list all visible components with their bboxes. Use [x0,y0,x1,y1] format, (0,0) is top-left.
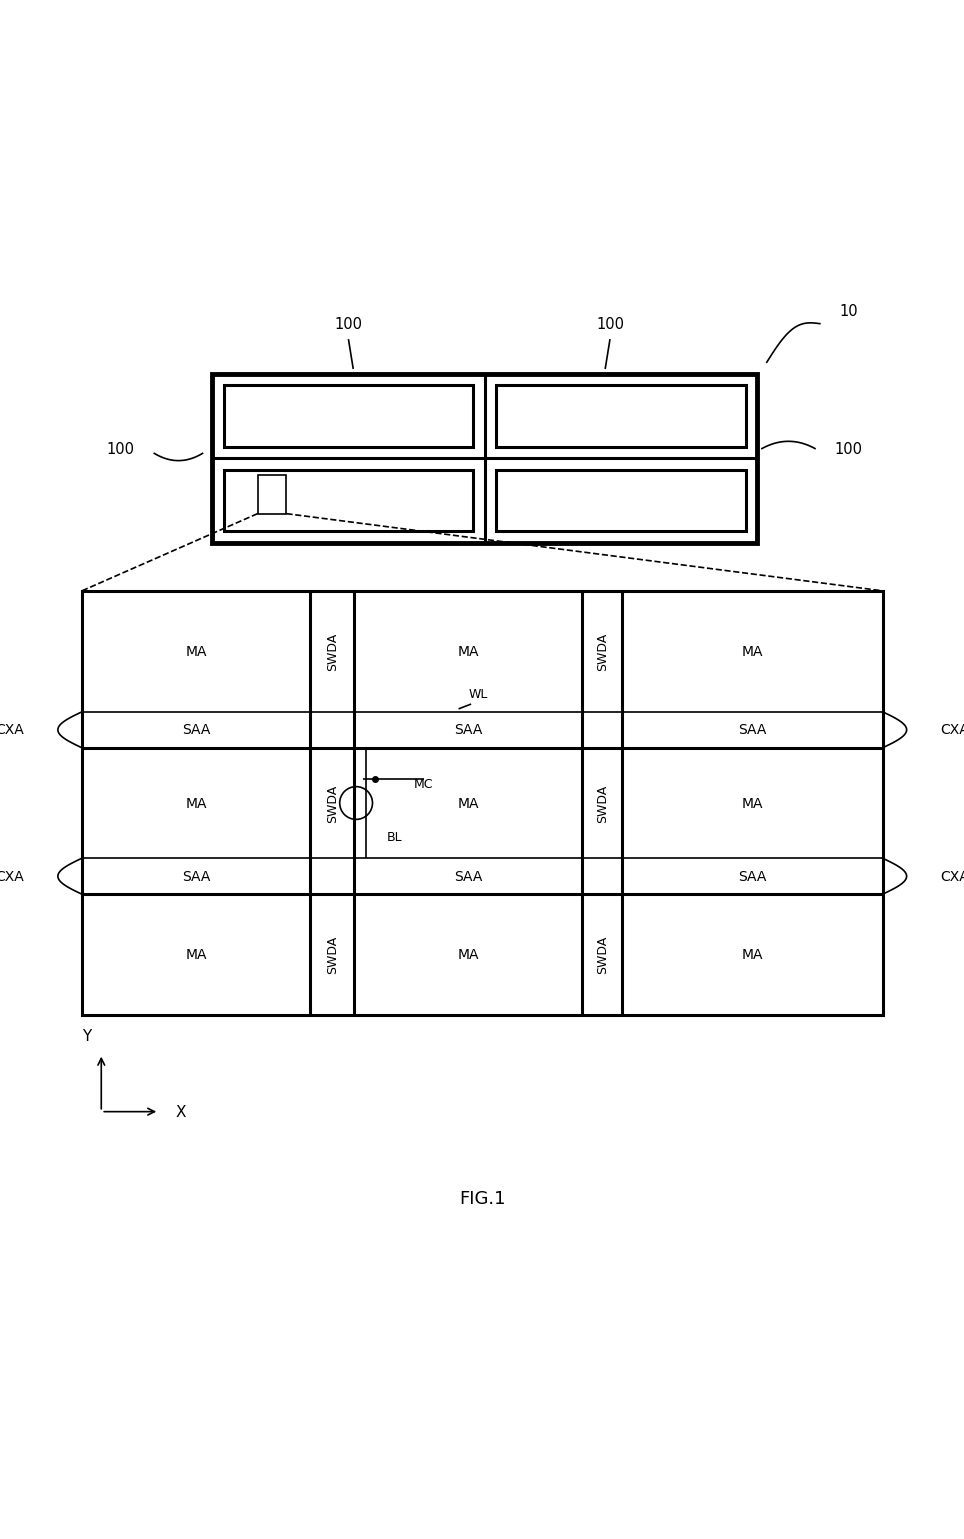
Text: SWDA: SWDA [596,936,608,974]
Text: FIG.1: FIG.1 [459,1190,505,1208]
Text: MA: MA [185,948,206,962]
Text: 100: 100 [106,442,135,457]
Bar [212,374,757,543]
Text: MA: MA [185,645,206,659]
Text: MA: MA [457,948,479,962]
Bar [224,386,472,446]
Text: SWDA: SWDA [596,785,608,822]
Text: MC: MC [414,777,433,791]
Text: SWDA: SWDA [326,936,338,974]
Text: MA: MA [741,796,763,810]
Text: WL: WL [468,688,488,702]
Text: MA: MA [185,796,206,810]
Bar [82,591,882,1016]
Text: 10: 10 [839,305,858,319]
Text: SAA: SAA [737,870,766,883]
Text: CXA: CXA [940,870,964,883]
Text: SAA: SAA [737,723,766,737]
Text: SAA: SAA [454,870,482,883]
Text: 100: 100 [834,442,863,457]
Text: MA: MA [457,645,479,659]
Text: CXA: CXA [0,870,24,883]
Text: CXA: CXA [0,723,24,737]
Text: MA: MA [741,645,763,659]
Text: SWDA: SWDA [596,633,608,671]
Text: CXA: CXA [940,723,964,737]
Bar [224,469,472,531]
Text: SWDA: SWDA [326,785,338,822]
Bar [257,476,286,514]
Text: 100: 100 [596,317,624,331]
Bar [495,469,745,531]
Text: BL: BL [387,831,402,843]
Text: X: X [175,1105,185,1119]
Bar [495,386,745,446]
Text: SAA: SAA [454,723,482,737]
Text: SAA: SAA [182,723,210,737]
Text: MA: MA [741,948,763,962]
Text: SWDA: SWDA [326,633,338,671]
Text: Y: Y [82,1030,92,1043]
Text: SAA: SAA [182,870,210,883]
Text: MA: MA [457,796,479,810]
Text: 100: 100 [335,317,362,331]
